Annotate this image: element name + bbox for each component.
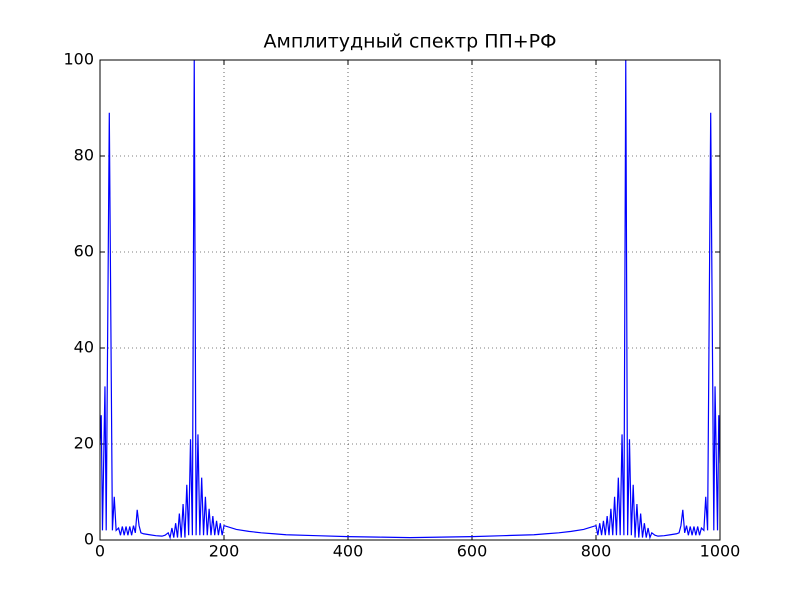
x-tick-label: 800: [581, 542, 612, 561]
y-tick-label: 80: [74, 146, 94, 165]
spectrum-line: [100, 60, 720, 540]
plot-frame: [99, 59, 721, 541]
x-tick-label: 1000: [700, 542, 741, 561]
y-tick-label: 40: [74, 338, 94, 357]
chart-title: Амплитудный спектр ПП+РФ: [263, 31, 556, 53]
y-tick-label: 20: [74, 434, 94, 453]
x-tick-label: 200: [209, 542, 240, 561]
y-tick-label: 100: [63, 50, 94, 69]
y-tick-label: 60: [74, 242, 94, 261]
x-tick-label: 0: [95, 542, 105, 561]
y-tick-label: 0: [84, 530, 94, 549]
x-tick-label: 600: [457, 542, 488, 561]
x-tick-label: 400: [333, 542, 364, 561]
